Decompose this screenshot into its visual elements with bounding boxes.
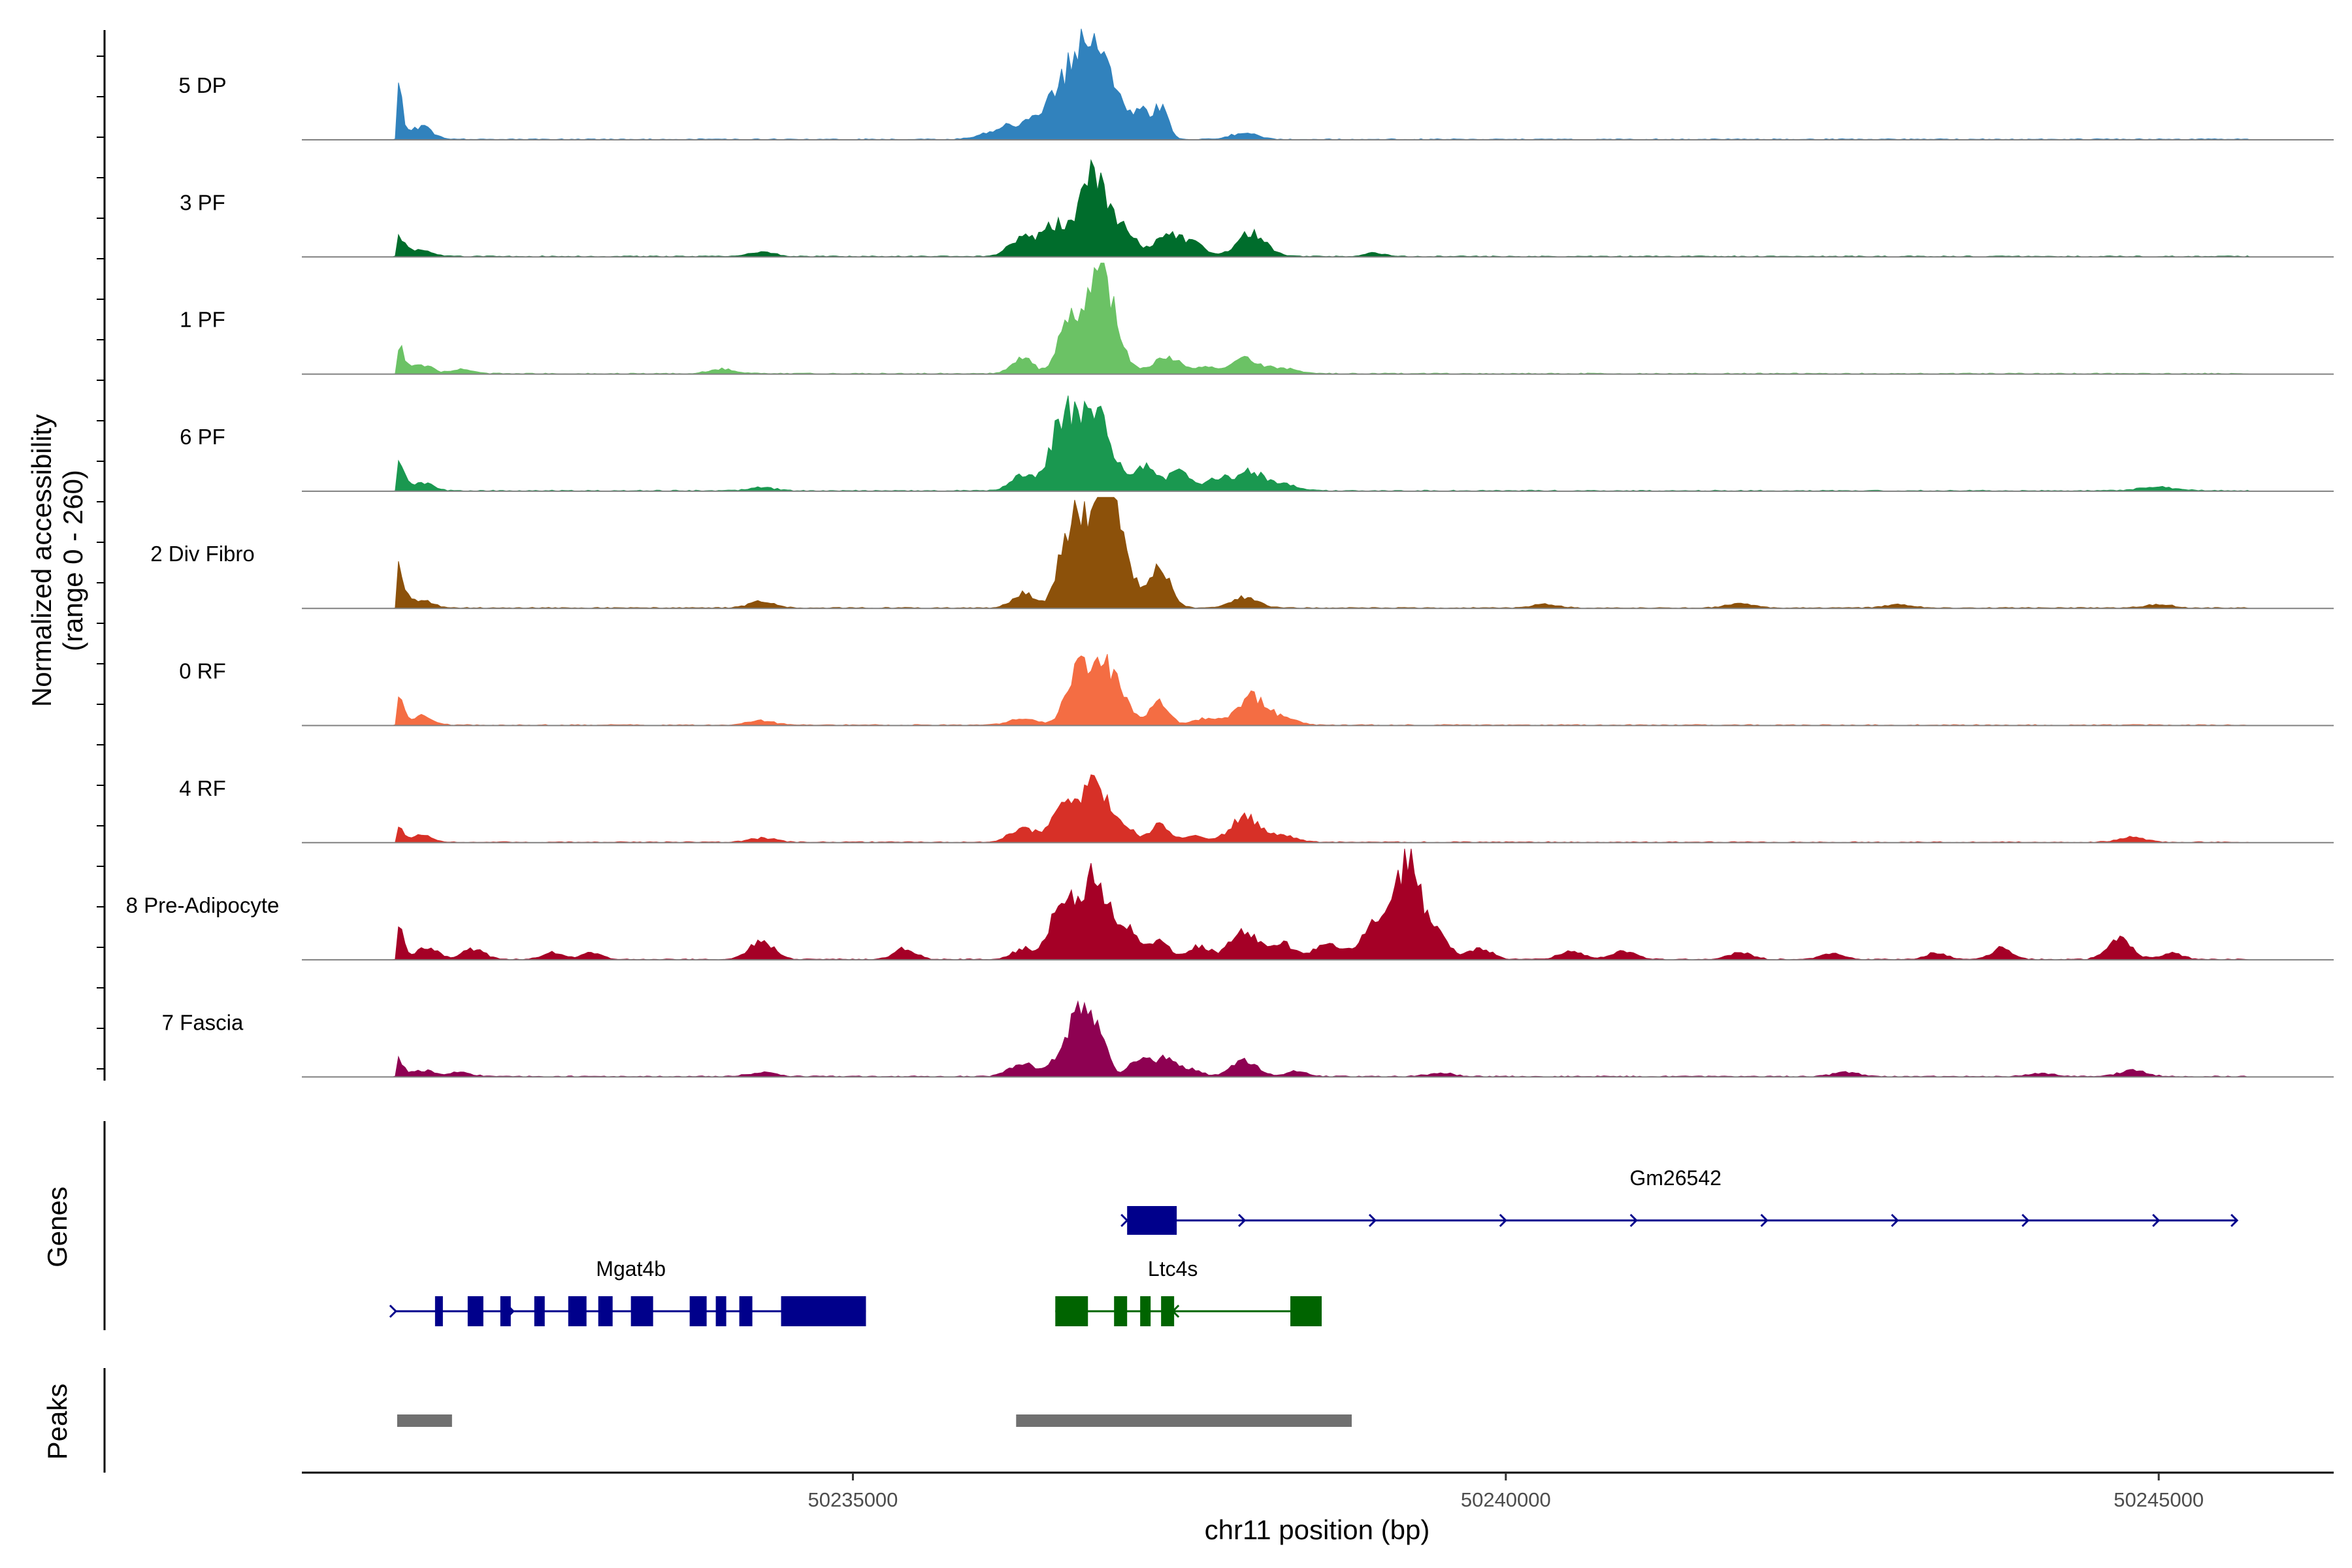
track: 1 PF (180, 263, 2334, 375)
strand-arrow-icon (1368, 1213, 1377, 1228)
track: 7 Fascia (162, 1000, 2334, 1078)
coverage-area (302, 774, 2251, 843)
track: 5 DP (178, 28, 2334, 140)
coverage-tracks: 5 DP 3 PF 1 PF 6 PF 2 Div Fibro 0 RF 4 RF 8 Pre… (126, 28, 2334, 1078)
peak-bar (1016, 1414, 1352, 1427)
exon (1140, 1296, 1151, 1326)
gene-models: Gm26542 Mgat4b Ltc4s (389, 1166, 2239, 1326)
exon (689, 1296, 707, 1326)
strand-arrow-icon (2021, 1213, 2030, 1228)
exon (568, 1296, 587, 1326)
track-label: 5 DP (178, 73, 226, 97)
track: 4 RF (179, 774, 2334, 843)
x-tick-label: 50240000 (1461, 1488, 1551, 1511)
x-axis-title: chr11 position (bp) (1205, 1514, 1430, 1545)
track-label: 1 PF (180, 308, 225, 332)
exon (467, 1296, 483, 1326)
coverage-y-ticks (97, 56, 105, 1070)
track-label: 6 PF (180, 425, 225, 449)
gene-gm26542: Gm26542 (1120, 1166, 2239, 1235)
exon (598, 1296, 613, 1326)
track-label: 2 Div Fibro (150, 542, 255, 566)
peaks-panel-label: Peaks (42, 1384, 73, 1460)
track: 0 RF (179, 654, 2334, 727)
exon (1055, 1296, 1088, 1326)
strand-arrow-icon (2230, 1213, 2239, 1228)
strand-arrow-icon (1629, 1213, 1638, 1228)
gene-label: Mgat4b (596, 1257, 666, 1281)
track: 2 Div Fibro (150, 497, 2334, 610)
coverage-area (302, 654, 2251, 727)
genes-panel-label: Genes (42, 1186, 73, 1267)
strand-arrow-icon (389, 1304, 398, 1318)
exon (739, 1296, 753, 1326)
strand-arrow-icon (1760, 1213, 1769, 1228)
gene-label: Ltc4s (1148, 1257, 1198, 1281)
coverage-area (302, 263, 2251, 375)
track-label: 3 PF (180, 190, 225, 214)
strand-arrow-icon (1120, 1213, 1129, 1228)
y-axis-subtitle: (range 0 - 260) (57, 470, 88, 651)
exon (1161, 1296, 1175, 1326)
track-label: 7 Fascia (162, 1010, 244, 1034)
exon (630, 1296, 653, 1326)
gene-ltc4s: Ltc4s (1055, 1257, 1322, 1326)
y-axis-title: Normalized accessibility (26, 414, 57, 707)
exon (1127, 1206, 1177, 1235)
peak-regions (397, 1414, 1352, 1427)
track: 6 PF (180, 395, 2334, 492)
strand-arrow-icon (1499, 1213, 1507, 1228)
track-label: 8 Pre-Adipocyte (126, 893, 280, 917)
coverage-area (302, 1000, 2251, 1077)
track-label: 0 RF (179, 659, 226, 683)
exon (781, 1296, 866, 1326)
gene-label: Gm26542 (1629, 1166, 1722, 1190)
strand-arrow-icon (1238, 1213, 1247, 1228)
exon (1290, 1296, 1322, 1326)
exon (534, 1296, 545, 1326)
exon (1114, 1296, 1128, 1326)
track: 8 Pre-Adipocyte (126, 849, 2334, 961)
x-tick-label: 50235000 (808, 1488, 898, 1511)
x-tick-label: 50245000 (2114, 1488, 2204, 1511)
exon (434, 1296, 443, 1326)
strand-arrow-icon (1891, 1213, 1899, 1228)
coverage-area (302, 849, 2251, 960)
strand-arrow-icon (2152, 1213, 2161, 1228)
coverage-area (302, 395, 2251, 492)
coverage-area (302, 159, 2251, 257)
exon (715, 1296, 727, 1326)
x-axis-ticks: 50235000 50240000 50245000 (808, 1473, 2204, 1511)
track-label: 4 RF (179, 776, 226, 800)
exon (500, 1296, 511, 1326)
coverage-area (302, 497, 2251, 609)
track: 3 PF (180, 159, 2334, 258)
coverage-area (302, 28, 2251, 140)
peak-bar (397, 1414, 452, 1427)
gene-mgat4b: Mgat4b (389, 1257, 866, 1326)
